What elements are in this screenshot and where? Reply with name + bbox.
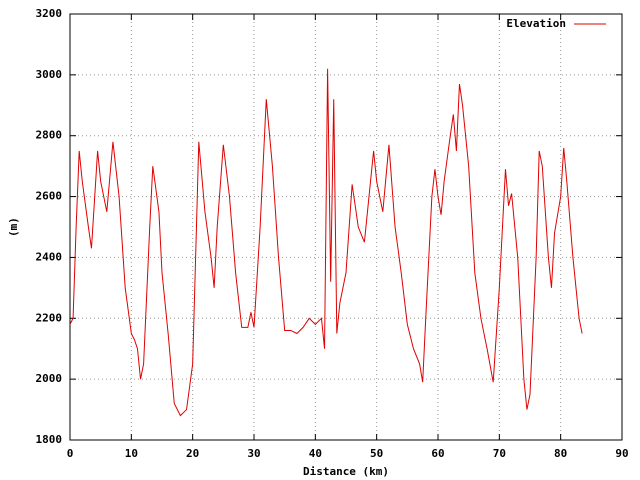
x-tick-label: 70 (493, 447, 506, 460)
x-tick-label: 10 (125, 447, 138, 460)
x-tick-label: 80 (554, 447, 567, 460)
y-tick-label: 2000 (36, 372, 63, 385)
y-axis-label: (m) (7, 217, 20, 237)
x-tick-label: 30 (247, 447, 260, 460)
x-tick-label: 40 (309, 447, 322, 460)
x-tick-label: 60 (431, 447, 444, 460)
y-tick-label: 2400 (36, 250, 63, 263)
legend-label: Elevation (506, 17, 566, 30)
x-tick-label: 20 (186, 447, 199, 460)
x-axis-label: Distance (km) (303, 465, 389, 478)
y-tick-label: 1800 (36, 433, 63, 446)
y-tick-label: 3000 (36, 68, 63, 81)
x-tick-label: 0 (67, 447, 74, 460)
x-tick-label: 90 (615, 447, 628, 460)
line (69, 68, 583, 417)
x-tick-label: 50 (370, 447, 383, 460)
y-tick-label: 2600 (36, 190, 63, 203)
y-tick-label: 2800 (36, 129, 63, 142)
plot-border (69, 13, 623, 441)
y-tick-label: 3200 (36, 7, 63, 20)
y-tick-label: 2200 (36, 311, 63, 324)
